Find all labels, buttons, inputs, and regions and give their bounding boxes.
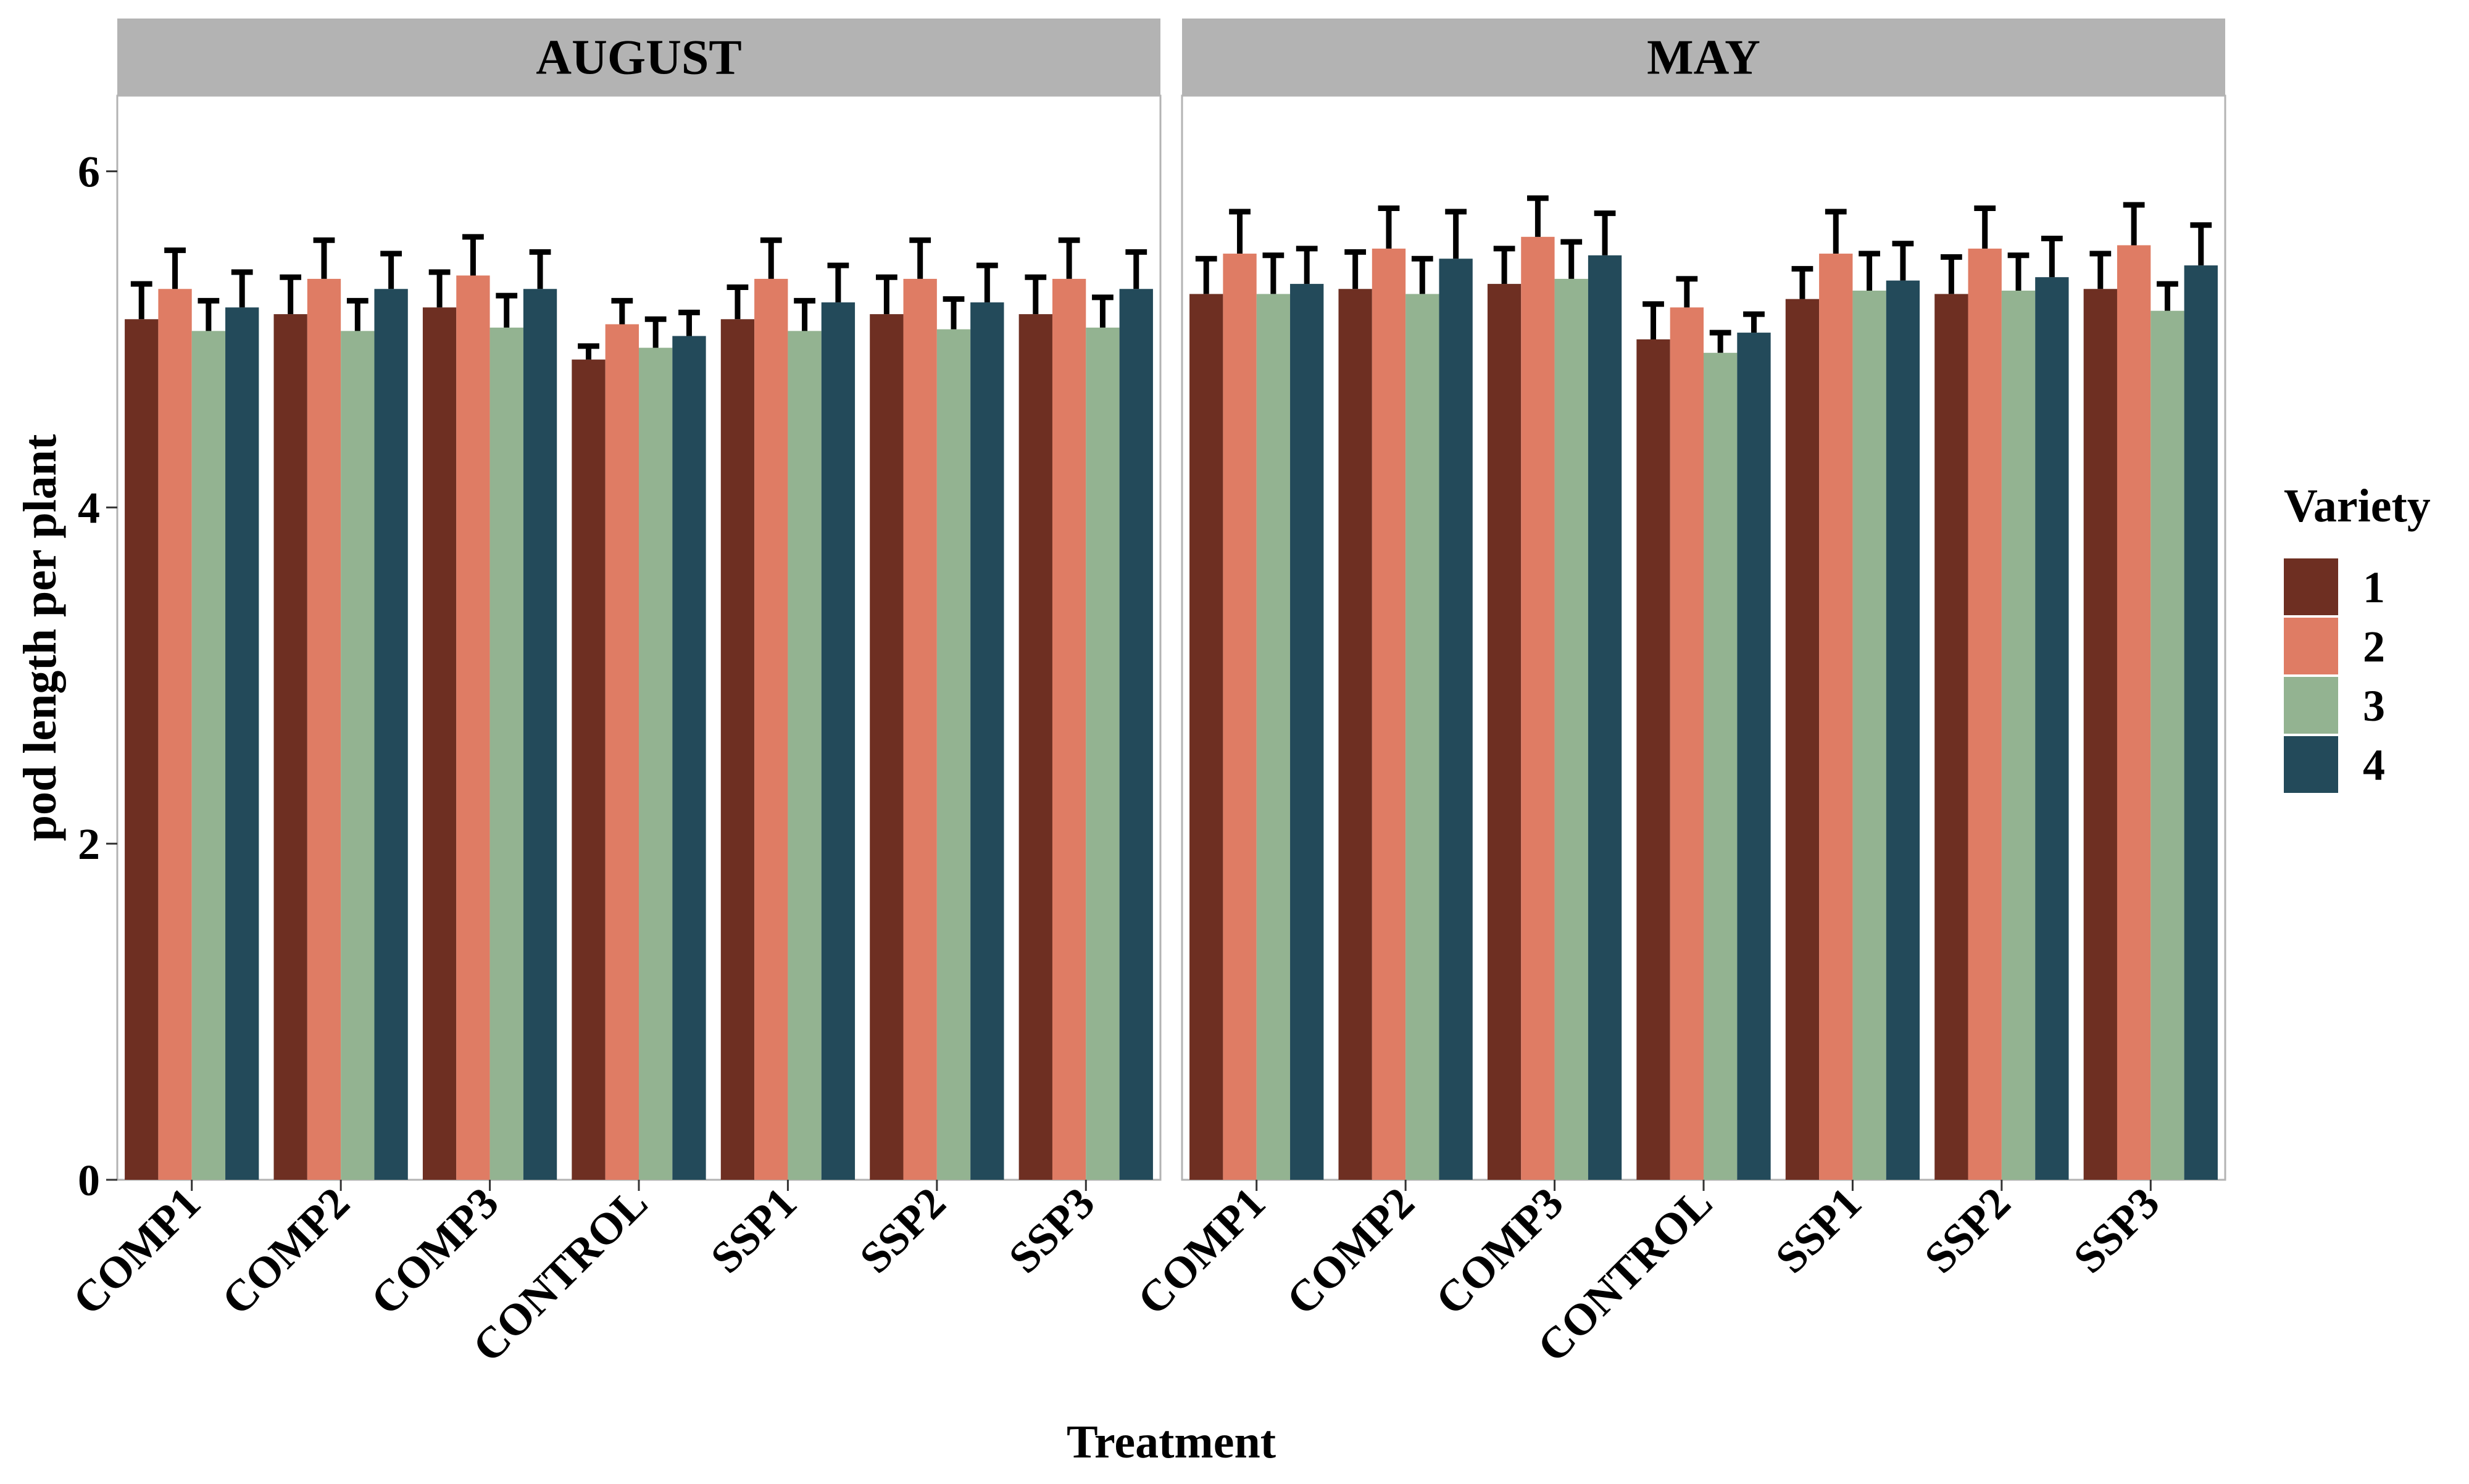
bar (2184, 265, 2218, 1180)
bar (903, 278, 937, 1180)
bar (605, 324, 639, 1180)
bar (1338, 289, 1372, 1180)
x-tick-label: SSP3 (999, 1178, 1104, 1283)
bar (2001, 290, 2036, 1180)
x-tick-label: COMP3 (361, 1178, 508, 1325)
bar (2083, 289, 2117, 1180)
bar (307, 278, 341, 1180)
bar (1819, 254, 1853, 1180)
bar (225, 307, 259, 1180)
bar (788, 331, 822, 1180)
legend-key (2284, 558, 2338, 615)
bar (1439, 259, 1473, 1180)
x-tick-label: COMP2 (1277, 1178, 1424, 1325)
x-tick-label: SSP1 (1766, 1178, 1871, 1283)
facet-strip (117, 19, 1160, 96)
bar (1670, 307, 1704, 1180)
bar (870, 314, 904, 1180)
bar (1018, 314, 1052, 1180)
bar (672, 336, 706, 1180)
bar (1737, 333, 1771, 1180)
bar (821, 302, 856, 1180)
x-tick-label: COMP2 (212, 1178, 359, 1325)
bar (191, 331, 226, 1180)
bar (1189, 294, 1223, 1180)
bar (1636, 339, 1670, 1180)
bar (489, 327, 523, 1180)
bar (1372, 248, 1406, 1180)
bar (273, 314, 307, 1180)
bar (2150, 310, 2184, 1180)
bar (572, 359, 606, 1180)
legend-label: 1 (2363, 563, 2385, 612)
facet-strip (1182, 19, 2225, 96)
bar (1256, 294, 1291, 1180)
y-tick-label: 6 (78, 147, 100, 197)
bar (523, 289, 557, 1180)
bar (1785, 299, 1820, 1180)
bar (639, 347, 673, 1180)
bar (1886, 280, 1920, 1180)
bar (422, 307, 457, 1180)
x-tick-label: COMP3 (1426, 1178, 1573, 1325)
y-axis-title: pod length per plant (14, 434, 66, 842)
facet-label: MAY (1647, 31, 1760, 85)
bar (1086, 327, 1120, 1180)
bar (158, 289, 192, 1180)
facet-label: AUGUST (536, 31, 741, 85)
legend-title: Variety (2284, 480, 2431, 532)
bar (1119, 289, 1153, 1180)
y-tick-label: 0 (78, 1156, 100, 1205)
legend-key (2284, 677, 2338, 734)
legend-label: 3 (2363, 681, 2385, 731)
legend-key (2284, 736, 2338, 793)
bar (1405, 294, 1439, 1180)
x-axis-title: Treatment (1067, 1416, 1276, 1468)
legend-key (2284, 618, 2338, 674)
bar (1487, 284, 1522, 1180)
bar (1290, 284, 1324, 1180)
bar (125, 319, 159, 1180)
bar (936, 329, 971, 1180)
y-tick-label: 2 (78, 819, 100, 869)
bar (1968, 248, 2002, 1180)
legend-label: 2 (2363, 622, 2385, 671)
bar (1934, 294, 1968, 1180)
bar (456, 275, 490, 1180)
bar (1852, 290, 1886, 1180)
bar (1521, 236, 1555, 1180)
bar (720, 319, 755, 1180)
x-tick-label: SSP2 (1915, 1178, 2020, 1283)
bar (1223, 254, 1257, 1180)
bar (2117, 245, 2151, 1180)
bar (970, 302, 1004, 1180)
bar (1052, 278, 1086, 1180)
legend-label: 4 (2363, 740, 2385, 790)
bar (1588, 255, 1622, 1180)
x-tick-label: SSP1 (701, 1178, 806, 1283)
bar (1554, 278, 1588, 1180)
bar (754, 278, 788, 1180)
bar (1704, 352, 1738, 1180)
x-tick-label: SSP3 (2064, 1178, 2169, 1283)
bar (374, 289, 408, 1180)
x-tick-label: COMP1 (1128, 1178, 1275, 1325)
bar (2035, 277, 2069, 1180)
bar (341, 331, 375, 1180)
x-tick-label: SSP2 (850, 1178, 955, 1283)
y-tick-label: 4 (78, 483, 100, 533)
